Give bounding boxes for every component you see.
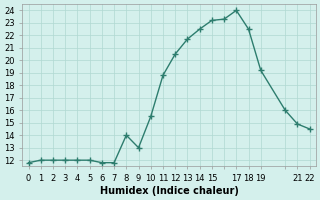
X-axis label: Humidex (Indice chaleur): Humidex (Indice chaleur)	[100, 186, 238, 196]
